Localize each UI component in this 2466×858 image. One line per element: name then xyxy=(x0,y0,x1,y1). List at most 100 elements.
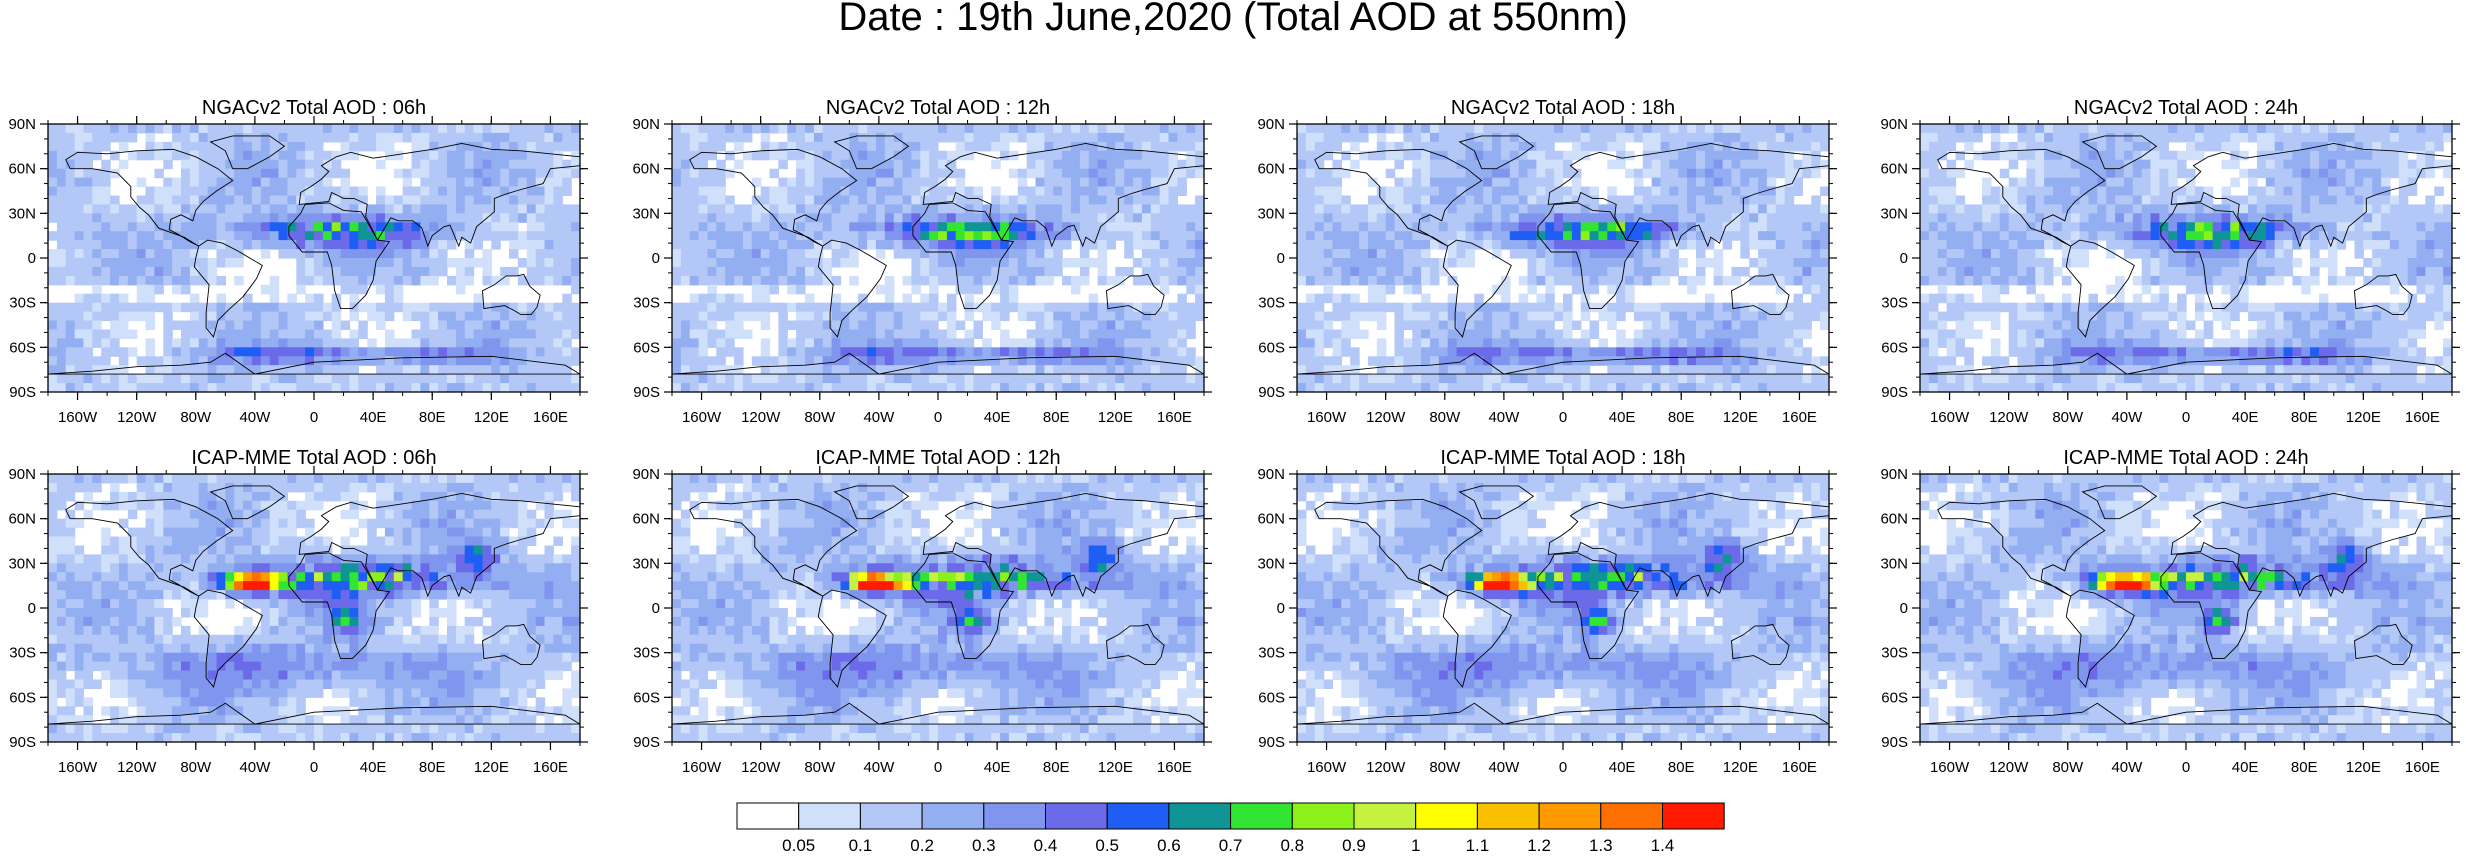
aod-cell xyxy=(84,169,94,179)
aod-cell xyxy=(217,151,227,161)
aod-cell xyxy=(716,231,726,241)
aod-cell xyxy=(394,374,404,384)
aod-cell xyxy=(1098,213,1108,223)
aod-cell xyxy=(341,187,351,197)
aod-cell xyxy=(1000,294,1010,304)
aod-cell xyxy=(1643,142,1653,152)
aod-cell xyxy=(1333,178,1343,188)
aod-cell xyxy=(92,356,102,366)
aod-cell xyxy=(761,213,771,223)
aod-cell xyxy=(323,222,333,232)
aod-cell xyxy=(1386,303,1396,313)
aod-cell xyxy=(903,312,913,322)
aod-cell xyxy=(849,330,859,340)
aod-cell xyxy=(172,151,182,161)
aod-cell xyxy=(1661,204,1671,214)
aod-cell xyxy=(672,124,682,134)
aod-cell xyxy=(1590,276,1600,286)
aod-cell xyxy=(1377,321,1387,331)
aod-cell xyxy=(1510,374,1520,384)
aod-cell xyxy=(1341,338,1351,348)
aod-cell xyxy=(1492,160,1502,170)
aod-cell xyxy=(1359,374,1369,384)
aod-cell xyxy=(823,383,833,393)
aod-cell xyxy=(527,365,537,375)
aod-cell xyxy=(1563,240,1573,250)
aod-cell xyxy=(465,356,475,366)
aod-cell xyxy=(1776,169,1786,179)
aod-cell xyxy=(1590,187,1600,197)
aod-cell xyxy=(429,169,439,179)
aod-cell xyxy=(128,303,138,313)
aod-cell xyxy=(1696,330,1706,340)
aod-cell xyxy=(1536,178,1546,188)
aod-cell xyxy=(261,187,271,197)
aod-cell xyxy=(805,258,815,268)
aod-cell xyxy=(1607,249,1617,259)
aod-cell xyxy=(1186,142,1196,152)
aod-cell xyxy=(690,133,700,143)
aod-cell xyxy=(965,365,975,375)
panel-title: NGACv2 Total AOD : 12h xyxy=(826,97,1050,119)
aod-cell xyxy=(1142,196,1152,206)
aod-cell xyxy=(1492,321,1502,331)
aod-cell xyxy=(571,330,581,340)
aod-cell xyxy=(1350,347,1360,357)
aod-cell xyxy=(1133,321,1143,331)
aod-cell xyxy=(1160,356,1170,366)
aod-cell xyxy=(571,240,581,250)
aod-cell xyxy=(1483,151,1493,161)
aod-cell xyxy=(681,213,691,223)
aod-cell xyxy=(1723,356,1733,366)
aod-cell xyxy=(84,133,94,143)
aod-cell xyxy=(1554,151,1564,161)
aod-cell xyxy=(518,374,528,384)
aod-cell xyxy=(672,258,682,268)
aod-cell xyxy=(1315,187,1325,197)
aod-cell xyxy=(1133,222,1143,232)
aod-cell xyxy=(752,312,762,322)
aod-cell xyxy=(553,204,563,214)
aod-cell xyxy=(1749,204,1759,214)
aod-cell xyxy=(429,258,439,268)
aod-cell xyxy=(252,356,262,366)
aod-cell xyxy=(841,204,851,214)
aod-cell xyxy=(1151,365,1161,375)
aod-cell xyxy=(234,213,244,223)
aod-cell xyxy=(805,124,815,134)
aod-cell xyxy=(314,142,324,152)
aod-cell xyxy=(716,187,726,197)
aod-cell xyxy=(1749,178,1759,188)
aod-cell xyxy=(1740,249,1750,259)
aod-cell xyxy=(465,321,475,331)
aod-cell xyxy=(1395,276,1405,286)
aod-cell xyxy=(110,133,120,143)
aod-cell xyxy=(1071,196,1081,206)
aod-cell xyxy=(1160,124,1170,134)
aod-cell xyxy=(1430,169,1440,179)
aod-cell xyxy=(1519,178,1529,188)
aod-cell xyxy=(920,187,930,197)
aod-cell xyxy=(690,222,700,232)
aod-cell xyxy=(1080,276,1090,286)
aod-cell xyxy=(1802,169,1812,179)
aod-cell xyxy=(456,124,466,134)
aod-cell xyxy=(1395,196,1405,206)
aod-cell xyxy=(1501,222,1511,232)
aod-cell xyxy=(456,338,466,348)
aod-cell xyxy=(1492,204,1502,214)
aod-cell xyxy=(1501,374,1511,384)
aod-cell xyxy=(832,213,842,223)
aod-cell xyxy=(1350,258,1360,268)
aod-cell xyxy=(474,374,484,384)
aod-cell xyxy=(1501,124,1511,134)
aod-cell xyxy=(270,178,280,188)
aod-cell xyxy=(1341,222,1351,232)
aod-cell xyxy=(1089,204,1099,214)
aod-cell xyxy=(770,151,780,161)
aod-cell xyxy=(1341,312,1351,322)
aod-cell xyxy=(725,258,735,268)
aod-cell xyxy=(929,213,939,223)
aod-cell xyxy=(279,312,289,322)
aod-cell xyxy=(66,213,76,223)
